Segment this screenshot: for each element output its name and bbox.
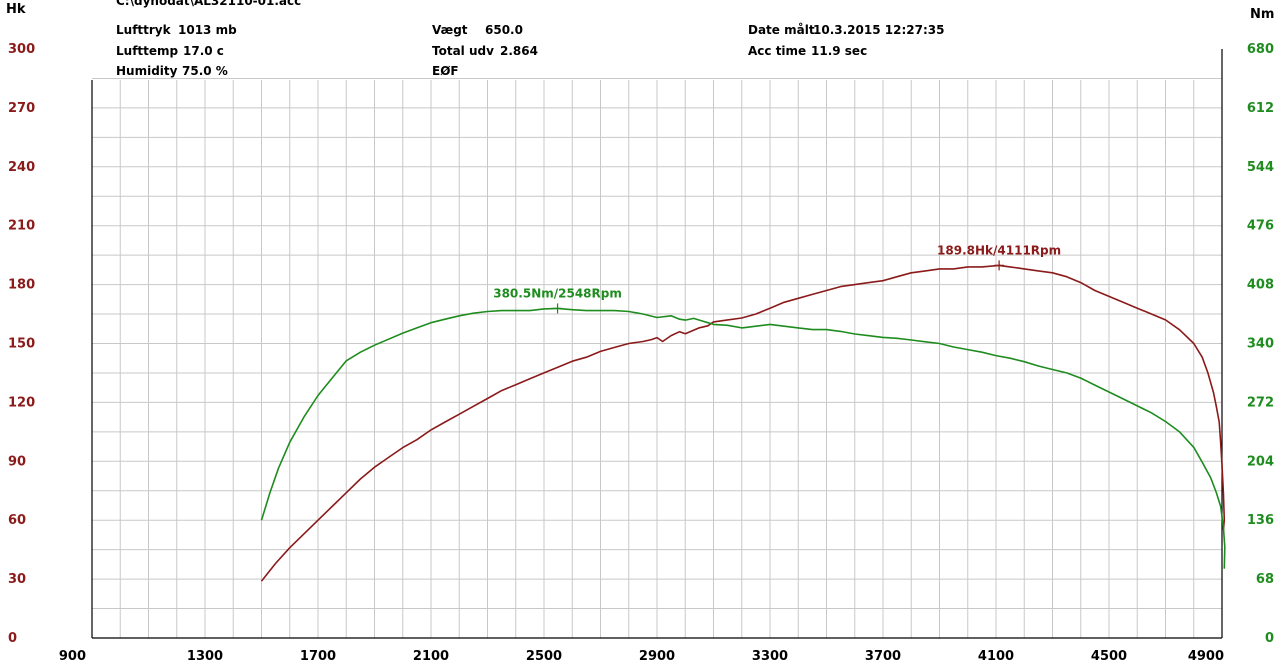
y-left-tick-label: 210	[8, 219, 35, 234]
lufttemp-label: Lufttemp	[116, 44, 179, 58]
y-left-tick-label: 60	[8, 513, 26, 528]
y-right-tick-label: 612	[1247, 101, 1274, 116]
y-right-tick-label: 272	[1247, 395, 1274, 410]
x-tick-label: 3300	[752, 649, 788, 664]
vaegt-value: 650.0	[485, 23, 523, 37]
tick-labels: 0 30 60 90 120 150 180 210 240 270 300 0 68 136 204 272…	[8, 42, 1274, 664]
x-tick-label: 4900	[1188, 649, 1224, 664]
series	[260, 264, 1226, 582]
y-left-tick-label: 180	[8, 278, 35, 293]
y-right-tick-label: 544	[1247, 160, 1274, 175]
lufttryk-value: 1013 mb	[178, 23, 237, 37]
x-tick-label: 4100	[978, 649, 1014, 664]
y-left-tick-label: 0	[8, 631, 17, 646]
x-tick-label: 4500	[1091, 649, 1127, 664]
axes	[91, 49, 1223, 639]
x-tick-label: 900	[59, 649, 86, 664]
y-left-tick-label: 240	[8, 160, 35, 175]
peak-label: 380.5Nm/2548Rpm	[493, 286, 622, 300]
y-left-tick-label: 90	[8, 454, 26, 469]
y-left-tick-label: 300	[8, 42, 35, 57]
x-tick-label: 2100	[413, 649, 449, 664]
y-right-tick-label: 476	[1247, 219, 1274, 234]
y-right-tick-label: 68	[1256, 572, 1274, 587]
humidity-label: Humidity	[116, 64, 178, 78]
y-left-tick-label: 120	[8, 395, 35, 410]
peak-annotations: 189.8Hk/4111Rpm 380.5Nm/2548Rpm	[493, 243, 1061, 314]
y-axis-right-title: Nm	[1250, 7, 1274, 22]
humidity-value: 75.0 %	[182, 64, 228, 78]
y-right-tick-label: 680	[1247, 42, 1274, 57]
acc-time-label: Acc time	[748, 44, 806, 58]
y-right-tick-label: 340	[1247, 337, 1274, 352]
x-tick-label: 1700	[300, 649, 336, 664]
y-left-tick-label: 270	[8, 101, 35, 116]
grid-lines	[92, 77, 1222, 638]
y-right-tick-label: 136	[1247, 513, 1274, 528]
y-right-tick-label: 408	[1247, 278, 1274, 293]
total-udv-value: 2.864	[500, 44, 538, 58]
date-label: Date målt	[748, 23, 815, 37]
y-right-tick-label: 204	[1247, 454, 1274, 469]
series-line-hk	[260, 264, 1226, 582]
x-tick-label: 1300	[187, 649, 223, 664]
y-left-tick-label: 150	[8, 337, 35, 352]
lufttryk-label: Lufttryk	[116, 23, 172, 37]
x-tick-label: 2900	[639, 649, 675, 664]
y-axis-left-title: Hk	[6, 2, 26, 17]
peak-label: 189.8Hk/4111Rpm	[937, 243, 1061, 257]
y-left-tick-label: 30	[8, 572, 26, 587]
total-udv-label: Total udv	[432, 44, 494, 58]
lufttemp-value: 17.0 c	[183, 44, 224, 58]
date-value: 10.3.2015 12:27:35	[813, 23, 944, 37]
file-path: C:\dynodat\AL32110-01.acc	[116, 0, 301, 8]
vaegt-label: Vægt	[432, 23, 468, 37]
acc-time-value: 11.9 sec	[811, 44, 867, 58]
x-tick-label: 2500	[526, 649, 562, 664]
series-line-nm	[260, 307, 1226, 569]
x-tick-label: 3700	[865, 649, 901, 664]
eof-label: EØF	[432, 64, 459, 78]
y-right-tick-label: 0	[1265, 631, 1274, 646]
